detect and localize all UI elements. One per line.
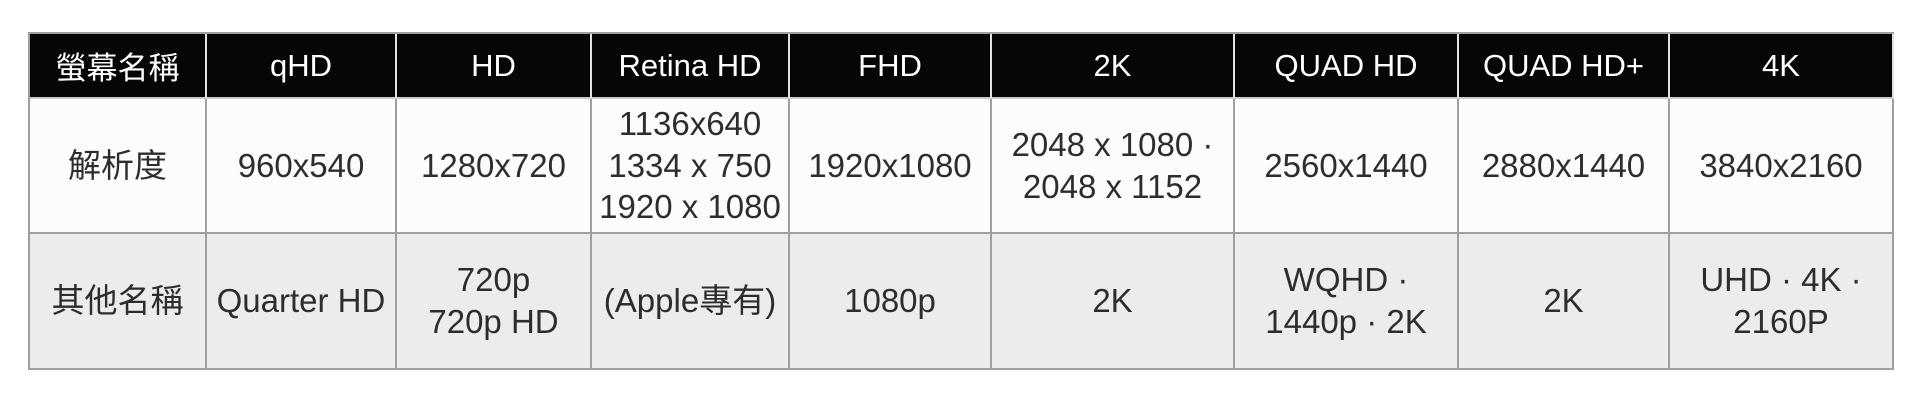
header-cell-quad-hd-plus: QUAD HD+ — [1459, 34, 1670, 99]
row-label-resolution: 解析度 — [30, 99, 207, 234]
header-cell-retina-hd: Retina HD — [592, 34, 790, 99]
header-cell-qhd: qHD — [207, 34, 397, 99]
cell-other-names-retina-hd: (Apple專有) — [592, 234, 790, 370]
cell-resolution-quad-hd: 2560x1440 — [1235, 99, 1459, 234]
cell-resolution-fhd: 1920x1080 — [790, 99, 992, 234]
cell-other-names-2k: 2K — [992, 234, 1235, 370]
cell-resolution-quad-hd-plus: 2880x1440 — [1459, 99, 1670, 234]
resolution-row: 解析度 960x540 1280x720 1136x640 1334 x 750… — [30, 99, 1894, 234]
cell-other-names-fhd: 1080p — [790, 234, 992, 370]
header-cell-screen-name: 螢幕名稱 — [30, 34, 207, 99]
cell-resolution-4k: 3840x2160 — [1670, 99, 1894, 234]
cell-other-names-quad-hd-plus: 2K — [1459, 234, 1670, 370]
cell-other-names-4k: UHD · 4K · 2160P — [1670, 234, 1894, 370]
cell-resolution-2k: 2048 x 1080 · 2048 x 1152 — [992, 99, 1235, 234]
cell-resolution-qhd: 960x540 — [207, 99, 397, 234]
cell-resolution-hd: 1280x720 — [397, 99, 592, 234]
screen-resolution-table-container: 螢幕名稱 qHD HD Retina HD FHD 2K QUAD HD QUA… — [28, 32, 1894, 370]
header-row: 螢幕名稱 qHD HD Retina HD FHD 2K QUAD HD QUA… — [30, 34, 1894, 99]
cell-other-names-quad-hd: WQHD · 1440p · 2K — [1235, 234, 1459, 370]
cell-other-names-hd: 720p 720p HD — [397, 234, 592, 370]
row-label-other-names: 其他名稱 — [30, 234, 207, 370]
header-cell-4k: 4K — [1670, 34, 1894, 99]
header-cell-2k: 2K — [992, 34, 1235, 99]
header-cell-hd: HD — [397, 34, 592, 99]
header-cell-quad-hd: QUAD HD — [1235, 34, 1459, 99]
cell-other-names-qhd: Quarter HD — [207, 234, 397, 370]
other-names-row: 其他名稱 Quarter HD 720p 720p HD (Apple專有) 1… — [30, 234, 1894, 370]
screen-resolution-table: 螢幕名稱 qHD HD Retina HD FHD 2K QUAD HD QUA… — [28, 32, 1894, 370]
cell-resolution-retina-hd: 1136x640 1334 x 750 1920 x 1080 — [592, 99, 790, 234]
header-cell-fhd: FHD — [790, 34, 992, 99]
